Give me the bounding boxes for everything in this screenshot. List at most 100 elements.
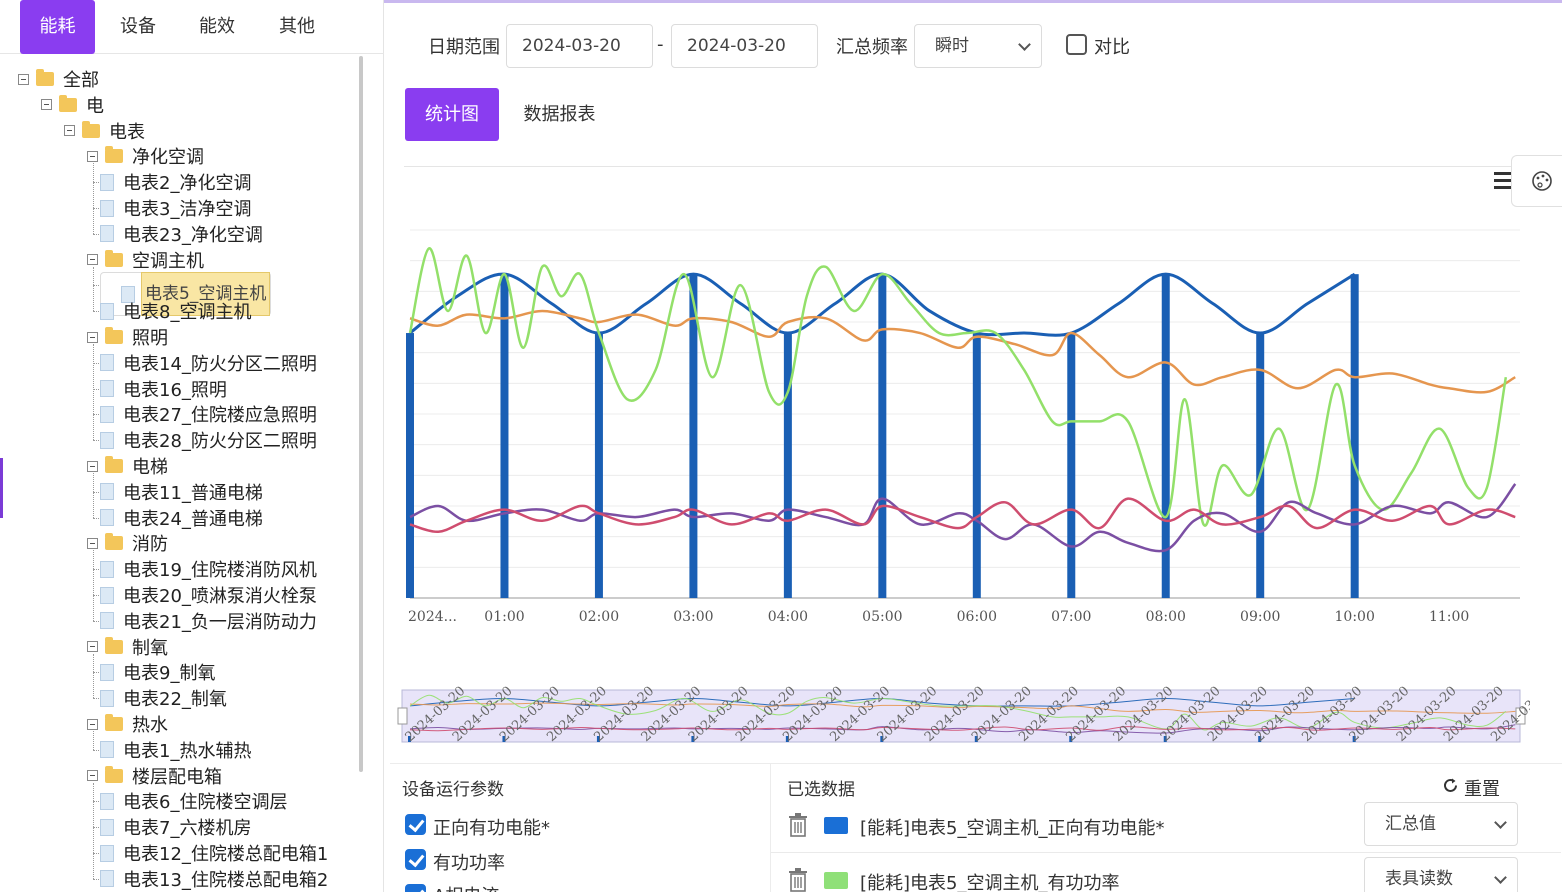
- file-icon: [100, 612, 114, 630]
- tree-leaf[interactable]: 电表27_住院楼应急照明: [100, 401, 320, 427]
- tree-folder[interactable]: 电梯: [87, 453, 171, 479]
- aggregation-select[interactable]: 汇总值: [1364, 802, 1518, 846]
- collapse-icon[interactable]: [87, 537, 98, 549]
- selected-title: 已选数据: [787, 780, 855, 800]
- tree-folder[interactable]: 楼层配电箱: [87, 763, 225, 789]
- x-tick-label: 04:00: [768, 609, 808, 625]
- trash-icon[interactable]: [788, 813, 808, 837]
- tree-leaf[interactable]: 电表6_住院楼空调层: [100, 788, 290, 814]
- tree-leaf[interactable]: 电表24_普通电梯: [100, 505, 266, 531]
- series-line: [409, 309, 1516, 394]
- tree-leaf[interactable]: 电表2_净化空调: [100, 169, 254, 195]
- frequency-value: 瞬时: [935, 36, 969, 56]
- tree-leaf[interactable]: 电表12_住院楼总配电箱1: [100, 840, 331, 866]
- tree-folder[interactable]: 电: [41, 92, 107, 118]
- collapse-icon[interactable]: [87, 254, 98, 266]
- tab-device[interactable]: 设备: [120, 16, 156, 37]
- tree-folder[interactable]: 照明: [87, 324, 171, 350]
- collapse-icon[interactable]: [64, 125, 75, 137]
- tree-leaf[interactable]: 电表13_住院楼总配电箱2: [100, 866, 331, 892]
- tree-leaf[interactable]: 电表3_洁净空调: [100, 195, 254, 221]
- collapse-icon[interactable]: [87, 331, 98, 343]
- tree-node-label: 电表12_住院楼总配电箱1: [123, 844, 329, 865]
- param-checkbox-power[interactable]: [405, 849, 426, 870]
- chart-bar: [1256, 333, 1265, 598]
- zoom-preview-bar: [974, 736, 978, 742]
- panel-divider: [390, 763, 1562, 764]
- tab-efficiency[interactable]: 能效: [199, 16, 235, 37]
- param-label-energy: 正向有功电能*: [433, 818, 550, 839]
- compare-checkbox[interactable]: [1066, 34, 1087, 55]
- tab-chart[interactable]: 统计图: [405, 88, 499, 141]
- series-line: [408, 247, 1508, 527]
- param-checkbox-energy[interactable]: [405, 814, 426, 835]
- tree-folder[interactable]: 电表: [64, 118, 148, 144]
- chart-bar: [1067, 333, 1076, 598]
- energy-chart[interactable]: 2024... 01:00 02:00 03:00 04:00 05:00 06:00 07:…: [395, 175, 1530, 750]
- tree-node-label: 电表2_净化空调: [123, 173, 252, 195]
- menu-icon[interactable]: [1494, 172, 1512, 190]
- zoom-preview-bar: [691, 736, 695, 742]
- collapse-icon[interactable]: [87, 641, 98, 653]
- collapse-icon[interactable]: [18, 73, 29, 85]
- zoom-preview-bar: [596, 736, 600, 742]
- tree-scrollbar[interactable]: [359, 56, 363, 772]
- tab-other[interactable]: 其他: [279, 16, 315, 37]
- start-date-input[interactable]: 2024-03-20: [506, 24, 653, 68]
- aggregation-select[interactable]: 表具读数: [1364, 857, 1518, 892]
- file-icon: [100, 431, 114, 449]
- tree-folder[interactable]: 热水: [87, 711, 171, 737]
- tree-connector: [93, 698, 105, 700]
- collapse-icon[interactable]: [87, 150, 98, 162]
- chart-bar: [406, 333, 414, 598]
- tree-leaf[interactable]: 电表9_制氧: [100, 659, 218, 685]
- param-checkbox-current[interactable]: [405, 884, 426, 892]
- tree-leaf[interactable]: 电表19_住院楼消防风机: [100, 556, 320, 582]
- end-date-input[interactable]: 2024-03-20: [671, 24, 818, 68]
- collapse-icon[interactable]: [87, 718, 98, 730]
- folder-icon: [105, 714, 123, 731]
- tree-node-label: 楼层配电箱: [132, 766, 222, 788]
- tree-leaf[interactable]: 电表1_热水辅热: [100, 737, 254, 763]
- tab-data-report[interactable]: 数据报表: [523, 104, 596, 125]
- tree-folder[interactable]: 净化空调: [87, 143, 207, 169]
- tab-energy[interactable]: 能耗: [20, 0, 95, 54]
- series-color-swatch: [824, 872, 848, 889]
- frequency-select[interactable]: 瞬时: [914, 24, 1042, 68]
- tree-node-label: 电表22_制氧: [123, 689, 227, 711]
- tree-folder[interactable]: 全部: [18, 66, 102, 92]
- tree-leaf[interactable]: 电表21_负一层消防动力: [100, 608, 320, 634]
- folder-icon: [82, 120, 100, 138]
- tree-leaf[interactable]: 电表23_净化空调: [100, 221, 266, 247]
- x-tick-label: 07:00: [1051, 609, 1091, 625]
- tree-node-label: 热水: [132, 715, 168, 736]
- chart-bar: [783, 333, 792, 598]
- nav-tabs: 能耗 设备 能效 其他: [0, 0, 384, 54]
- tree-node-label: 电表7_六楼机房: [123, 818, 252, 840]
- collapse-icon[interactable]: [41, 99, 52, 111]
- tree-node-label: 电表14_防火分区二照明: [123, 353, 317, 375]
- tree-folder[interactable]: 制氧: [87, 634, 171, 660]
- reset-button[interactable]: 重置: [1464, 779, 1500, 800]
- zoom-preview-bar: [785, 736, 789, 742]
- tree-leaf[interactable]: 电表8_空调主机: [100, 298, 254, 324]
- collapse-icon[interactable]: [87, 770, 98, 782]
- x-tick-label: 10:00: [1335, 609, 1375, 625]
- tree-folder[interactable]: 空调主机: [87, 247, 207, 273]
- tree-leaf[interactable]: 电表16_照明: [100, 376, 230, 402]
- tree-folder[interactable]: 消防: [87, 530, 171, 556]
- trash-icon[interactable]: [788, 868, 808, 892]
- tree-leaf[interactable]: 电表28_防火分区二照明: [100, 427, 320, 453]
- tree-leaf[interactable]: 电表14_防火分区二照明: [100, 350, 320, 376]
- selected-row-label: [能耗]电表5_空调主机_有功功率: [860, 873, 1120, 892]
- tree-leaf[interactable]: 电表20_喷淋泵消火栓泵: [100, 582, 320, 608]
- param-label-current: A相电流: [433, 882, 499, 892]
- tree-leaf[interactable]: 电表11_普通电梯: [100, 479, 266, 505]
- tree-node-label: 空调主机: [132, 250, 204, 272]
- collapse-icon[interactable]: [87, 460, 98, 472]
- tree-leaf[interactable]: 电表22_制氧: [100, 685, 230, 711]
- tree-leaf[interactable]: 电表5_空调主机: [100, 272, 272, 317]
- tree-leaf[interactable]: 电表7_六楼机房: [100, 814, 254, 840]
- palette-icon-button[interactable]: [1511, 155, 1562, 207]
- refresh-icon[interactable]: [1442, 777, 1459, 794]
